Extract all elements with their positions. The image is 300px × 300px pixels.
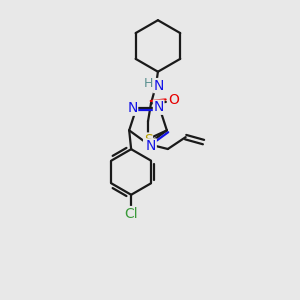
Text: N: N xyxy=(154,79,164,93)
Text: H: H xyxy=(143,77,153,90)
Text: O: O xyxy=(168,94,179,107)
Text: Cl: Cl xyxy=(124,207,138,220)
Text: N: N xyxy=(154,100,164,114)
Text: N: N xyxy=(127,101,138,115)
Text: S: S xyxy=(144,133,152,147)
Text: N: N xyxy=(146,139,156,153)
